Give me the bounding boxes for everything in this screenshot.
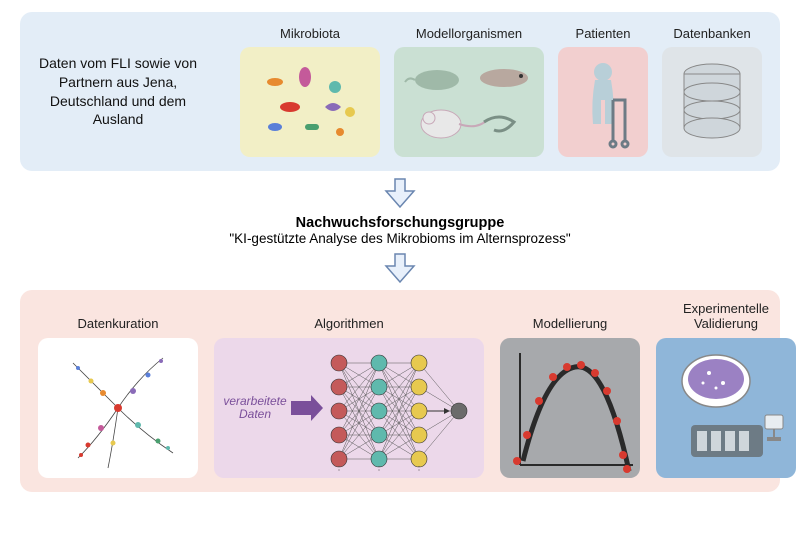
card-box [500,338,640,478]
arrow-down-2 [20,252,780,284]
scatter-tree-icon [43,343,193,473]
card-box [662,47,762,157]
card-modellorganismen: Modellorganismen [394,26,544,157]
card-modellierung: Modellierung [500,304,640,478]
card-label: Patienten [576,26,631,41]
card-validierung: Experimentelle Validierung [656,304,796,478]
processed-data-label: verarbeitete Daten [222,395,288,421]
bottom-panel: Datenkuration [20,290,780,492]
card-algorithmen: Algorithmen verarbeitete Daten ⋮ ⋮ ⋮ [214,304,484,478]
model-chart-icon [505,343,635,473]
bottom-cards-row: Datenkuration [38,304,762,478]
card-label: Datenbanken [673,26,750,41]
title-bold: Nachwuchsforschungsgruppe [20,215,780,231]
title-sub: "KI-gestützte Analyse des Mikrobioms im … [20,231,780,246]
arrow-down-icon [382,252,418,284]
arrow-down-1 [20,177,780,209]
svg-text:⋮: ⋮ [374,465,384,473]
card-box [38,338,198,478]
card-datenbanken: Datenbanken [662,26,762,157]
card-patienten: Patienten [558,26,648,157]
card-box [394,47,544,157]
card-mikrobiota: Mikrobiota [240,26,380,157]
card-label: Mikrobiota [280,26,340,41]
card-box [240,47,380,157]
arrow-down-icon [382,177,418,209]
card-label: Modellorganismen [416,26,522,41]
top-cards-row: Mikrobiota Modellorganismen Patienten Da… [212,26,762,157]
svg-text:⋮: ⋮ [334,465,344,473]
center-title: Nachwuchsforschungsgruppe "KI-gestützte … [20,215,780,246]
card-label: Modellierung [533,304,607,332]
top-panel: Daten vom FLI sowie von Partnern aus Jen… [20,12,780,171]
card-label: Experimentelle Validierung [656,304,796,332]
card-label: Datenkuration [78,304,159,332]
svg-text:⋮: ⋮ [414,465,424,473]
card-box: verarbeitete Daten ⋮ ⋮ ⋮ [214,338,484,478]
card-datenkuration: Datenkuration [38,304,198,478]
card-label: Algorithmen [314,304,383,332]
source-text: Daten vom FLI sowie von Partnern aus Jen… [38,54,198,130]
lab-validation-icon [661,343,791,473]
card-box [558,47,648,157]
card-box [656,338,796,478]
